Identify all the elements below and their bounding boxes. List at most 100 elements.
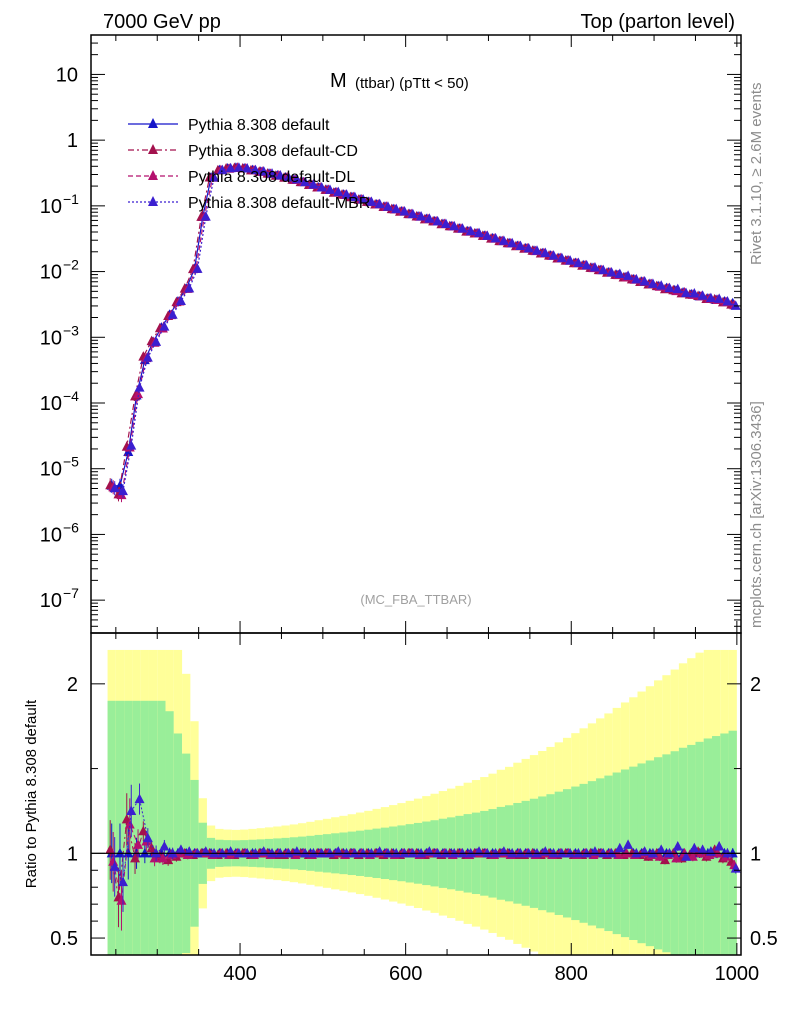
axes-layer: 400 600 800 100010110−110−210−310−410−510−6… bbox=[40, 34, 778, 985]
chart-title-main: M bbox=[330, 70, 347, 92]
main-marker bbox=[324, 184, 335, 194]
ratio-marker bbox=[659, 854, 670, 865]
ratio-uncertainty-bands bbox=[107, 649, 737, 955]
main-marker bbox=[151, 336, 162, 346]
ratio-marker bbox=[117, 876, 128, 887]
main-marker bbox=[606, 266, 617, 277]
ratio-marker bbox=[300, 847, 311, 858]
main-marker bbox=[672, 283, 683, 294]
ratio-marker bbox=[142, 832, 153, 843]
ratio-marker bbox=[647, 847, 658, 858]
ratio-marker bbox=[664, 847, 675, 858]
ratio-marker bbox=[242, 847, 253, 858]
ratio-band-green bbox=[140, 700, 149, 955]
ratio-marker bbox=[440, 847, 451, 858]
legend-label: Pythia 8.308 default-DL bbox=[188, 169, 355, 186]
ratio-marker bbox=[316, 847, 327, 858]
ratio-marker bbox=[687, 851, 698, 861]
mcplots-side-label: mcplots.cern.ch [arXiv:1306.3436] bbox=[748, 401, 765, 628]
rivet-side-label: Rivet 3.1.10, ≥ 2.6M events bbox=[748, 83, 765, 266]
main-marker bbox=[664, 282, 675, 293]
main-marker bbox=[225, 162, 236, 173]
ratio-marker bbox=[598, 847, 609, 858]
ratio-band-green bbox=[728, 730, 737, 955]
ratio-y-tick-label: 0.5 bbox=[50, 928, 78, 950]
ratio-y-tick-label-right: 0.5 bbox=[750, 928, 778, 950]
ratio-marker bbox=[275, 847, 286, 858]
main-marker bbox=[341, 189, 352, 199]
x-tick-label: 800 bbox=[555, 963, 588, 985]
x-tick-label: 1000 bbox=[715, 963, 760, 985]
ratio-marker bbox=[283, 847, 294, 858]
ratio-band-green bbox=[165, 711, 174, 955]
ratio-marker bbox=[116, 895, 127, 905]
y-tick-exponent: −5 bbox=[63, 454, 79, 470]
main-marker bbox=[598, 264, 609, 275]
ratio-marker bbox=[341, 847, 352, 858]
main-marker bbox=[432, 215, 443, 226]
ratio-marker bbox=[523, 847, 534, 858]
main-marker bbox=[647, 278, 658, 288]
ratio-y-axis-label: Ratio to Pythia 8.308 default bbox=[23, 699, 40, 888]
ratio-band-green bbox=[720, 733, 729, 955]
main-marker bbox=[714, 293, 725, 303]
watermark-label: (MC_FBA_TTBAR) bbox=[360, 592, 471, 607]
legend-marker bbox=[148, 118, 158, 128]
main-marker bbox=[382, 201, 393, 211]
main-marker bbox=[689, 288, 700, 298]
ratio-band-green bbox=[703, 738, 713, 955]
ratio-marker bbox=[209, 847, 220, 858]
main-marker bbox=[507, 237, 518, 248]
legend-label: Pythia 8.308 default bbox=[188, 117, 330, 134]
main-marker bbox=[474, 227, 485, 238]
ratio-marker bbox=[133, 839, 144, 849]
main-marker bbox=[581, 259, 592, 270]
main-marker bbox=[407, 208, 418, 219]
main-marker bbox=[217, 164, 228, 175]
y-tick-label: 10 bbox=[40, 262, 62, 284]
y-tick-label: 10 bbox=[40, 196, 62, 218]
ratio-marker bbox=[490, 847, 501, 858]
main-marker bbox=[540, 247, 551, 257]
ratio-marker bbox=[623, 839, 634, 849]
main-marker bbox=[133, 388, 144, 399]
legend-marker bbox=[148, 144, 158, 154]
main-marker bbox=[200, 211, 211, 221]
ratio-marker bbox=[382, 847, 393, 858]
y-tick-label: 10 bbox=[56, 64, 78, 86]
main-marker bbox=[291, 173, 302, 184]
main-marker bbox=[523, 242, 534, 253]
main-marker bbox=[117, 485, 128, 496]
ratio-marker bbox=[159, 841, 170, 851]
ratio-marker bbox=[654, 851, 665, 861]
main-marker bbox=[730, 300, 741, 310]
ratio-marker bbox=[465, 847, 476, 858]
y-tick-label: 10 bbox=[40, 459, 62, 481]
ratio-marker bbox=[217, 847, 228, 858]
ratio-marker bbox=[391, 847, 402, 858]
ratio-marker bbox=[482, 847, 493, 858]
main-marker bbox=[498, 235, 509, 245]
ratio-band-green bbox=[173, 733, 183, 955]
main-marker bbox=[250, 164, 261, 175]
ratio-marker bbox=[192, 847, 203, 858]
main-marker bbox=[457, 223, 468, 233]
main-marker bbox=[267, 168, 278, 178]
main-marker bbox=[374, 198, 385, 209]
ratio-marker bbox=[581, 847, 592, 858]
main-marker bbox=[233, 162, 244, 172]
main-marker bbox=[705, 292, 716, 303]
x-tick-label: 400 bbox=[223, 963, 256, 985]
header-right: Top (parton level) bbox=[580, 11, 735, 33]
legend-marker bbox=[148, 196, 158, 206]
ratio-marker bbox=[697, 844, 708, 854]
main-marker bbox=[184, 282, 195, 293]
main-marker bbox=[722, 296, 733, 306]
ratio-band-green bbox=[132, 700, 141, 955]
main-marker bbox=[416, 210, 427, 221]
main-marker bbox=[316, 182, 327, 192]
legend-marker bbox=[148, 170, 158, 180]
main-marker bbox=[490, 232, 501, 243]
ratio-y-tick-label-right: 1 bbox=[750, 843, 761, 865]
